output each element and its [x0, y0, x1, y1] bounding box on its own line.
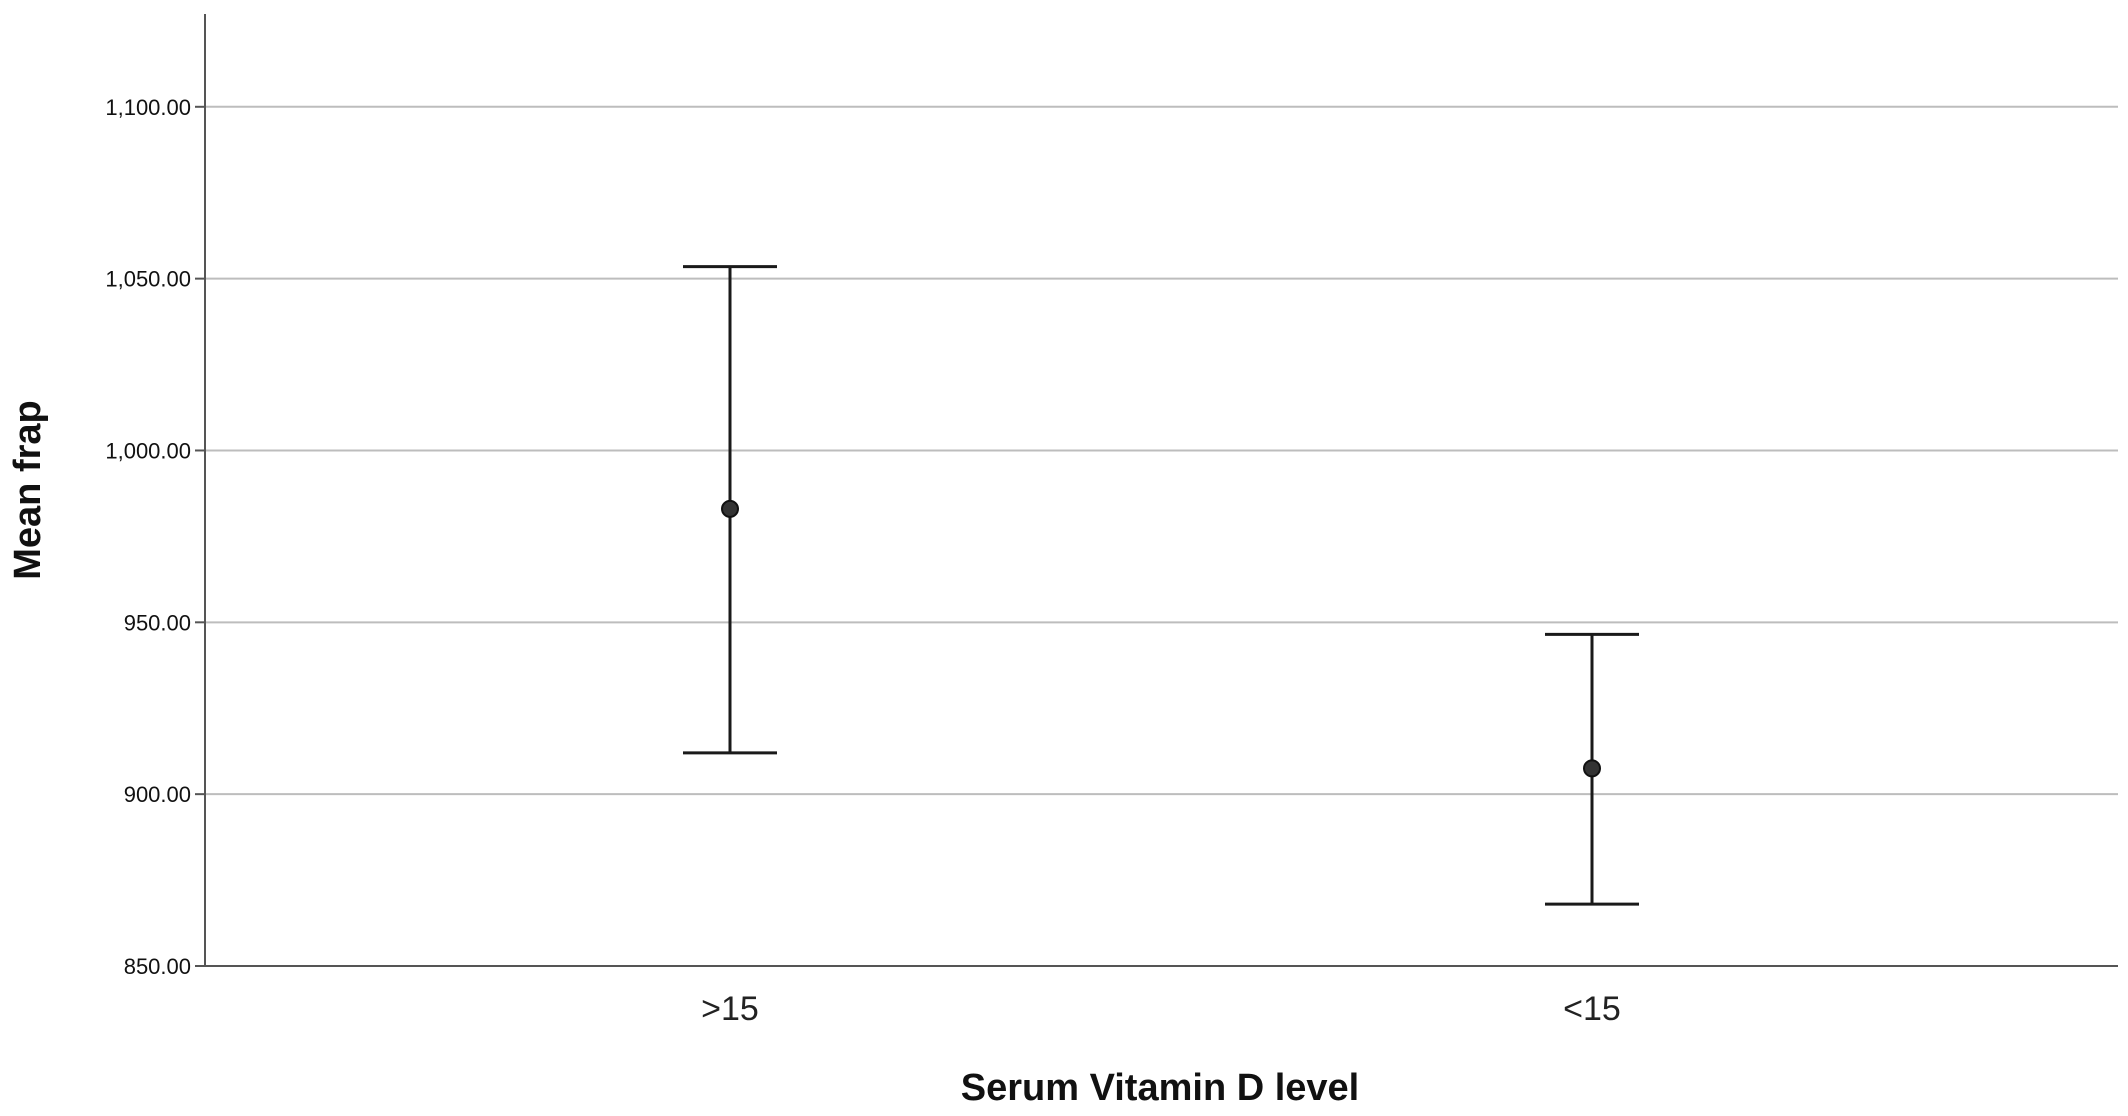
y-tick-label: 850.00: [124, 954, 191, 979]
x-axis-title: Serum Vitamin D level: [961, 1067, 1359, 1109]
y-tick-label: 1,000.00: [105, 438, 191, 463]
y-tick-label: 950.00: [124, 610, 191, 635]
gridlines: [205, 105, 2118, 796]
y-axis-title: Mean frap: [7, 400, 49, 579]
error-bars: [683, 265, 1639, 906]
x-category-label: <15: [1563, 990, 1621, 1028]
mean-point: [1583, 759, 1601, 778]
x-axis-categories: >15 <15: [701, 990, 1621, 1028]
y-tick-label: 900.00: [124, 782, 191, 807]
x-category-label: >15: [701, 990, 759, 1028]
y-tick-label: 1,100.00: [105, 95, 191, 120]
y-axis-ticks: 850.00 900.00 950.00 1,000.00 1,050.00 1,100.…: [105, 95, 205, 979]
y-tick-label: 1,050.00: [105, 267, 191, 292]
mean-point: [721, 499, 739, 518]
